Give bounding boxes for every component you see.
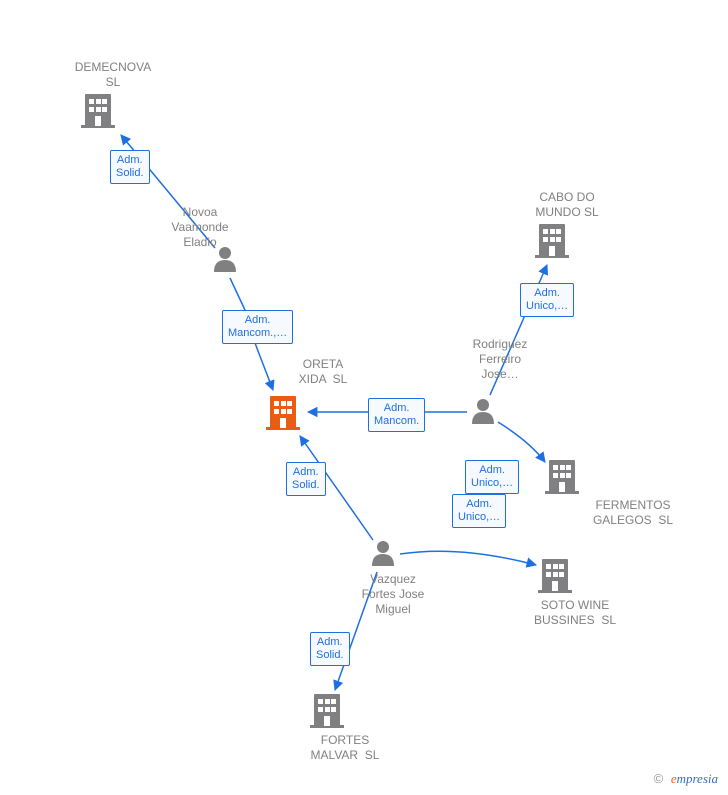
company-icon-oreta[interactable] bbox=[266, 396, 300, 430]
edge-label-rodriguez-cabo: Adm. Unico,… bbox=[520, 283, 574, 317]
brand-rest: mpresia bbox=[677, 771, 718, 786]
node-label-vazquez[interactable]: Vazquez Fortes Jose Miguel bbox=[348, 572, 438, 617]
company-icon-fermentos[interactable] bbox=[545, 460, 579, 494]
edge-label-novoa-demecnova: Adm. Solid. bbox=[110, 150, 150, 184]
node-label-fortes[interactable]: FORTES MALVAR SL bbox=[295, 733, 395, 763]
company-icon-demecnova[interactable] bbox=[81, 94, 115, 128]
node-label-rodriguez[interactable]: Rodriguez Ferreiro Jose… bbox=[460, 337, 540, 382]
edge-label-novoa-oreta: Adm. Mancom.,… bbox=[222, 310, 293, 344]
person-icon-rodriguez[interactable] bbox=[472, 399, 494, 424]
edge-label-vazquez-oreta: Adm. Solid. bbox=[286, 462, 326, 496]
watermark: © empresia bbox=[654, 771, 718, 787]
node-label-cabo[interactable]: CABO DO MUNDO SL bbox=[522, 190, 612, 220]
edge-rodriguez-fermentos bbox=[498, 422, 545, 462]
node-label-soto[interactable]: SOTO WINE BUSSINES SL bbox=[520, 598, 630, 628]
node-label-oreta[interactable]: ORETA XIDA SL bbox=[278, 357, 368, 387]
diagram-svg bbox=[0, 0, 728, 795]
edge-label-rodriguez-fermentos: Adm. Unico,… bbox=[465, 460, 519, 494]
node-label-demecnova[interactable]: DEMECNOVA SL bbox=[68, 60, 158, 90]
person-icon-novoa[interactable] bbox=[214, 247, 236, 272]
company-icon-cabo[interactable] bbox=[535, 224, 569, 258]
company-icon-fortes[interactable] bbox=[310, 694, 344, 728]
edge-label-vazquez-soto: Adm. Unico,… bbox=[452, 494, 506, 528]
edge-label-rodriguez-oreta: Adm. Mancom. bbox=[368, 398, 425, 432]
copyright-symbol: © bbox=[654, 771, 664, 786]
edge-vazquez-soto bbox=[400, 551, 536, 565]
person-icon-vazquez[interactable] bbox=[372, 541, 394, 566]
node-label-fermentos[interactable]: FERMENTOS GALEGOS SL bbox=[588, 498, 678, 528]
edge-label-vazquez-fortes: Adm. Solid. bbox=[310, 632, 350, 666]
company-icon-soto[interactable] bbox=[538, 559, 572, 593]
node-label-novoa[interactable]: Novoa Vaamonde Eladio bbox=[160, 205, 240, 250]
